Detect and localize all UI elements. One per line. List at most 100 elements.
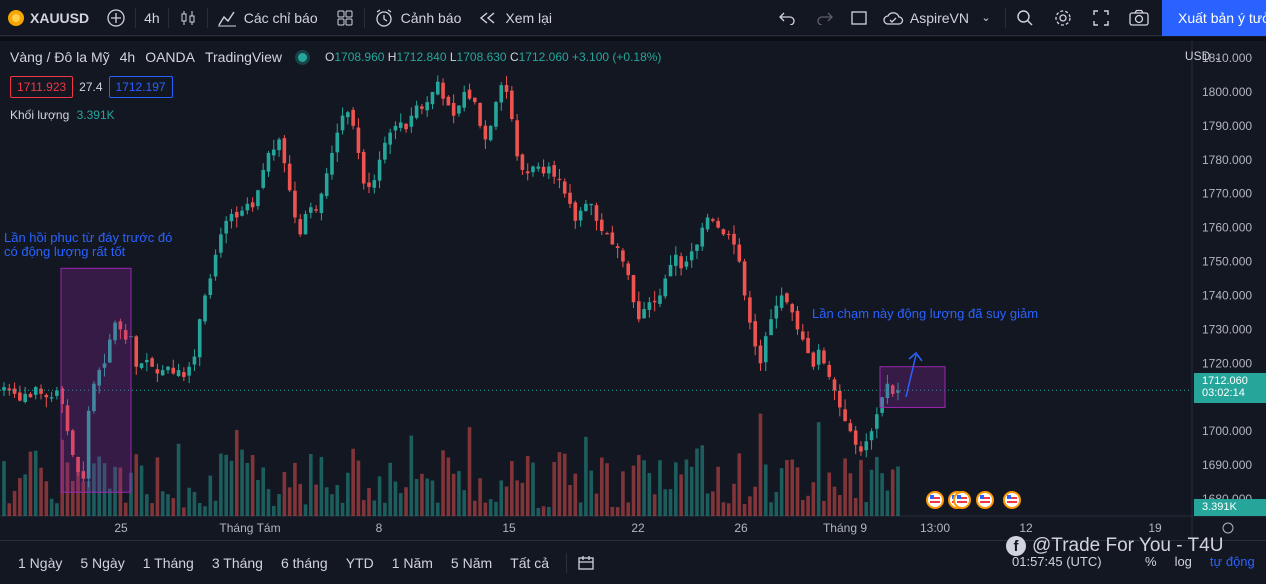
volume-bar xyxy=(483,502,488,516)
candle-body xyxy=(435,81,440,95)
highlight-zone xyxy=(60,267,132,493)
currency-selector[interactable]: USD ⌄ xyxy=(1185,49,1222,63)
candle-body xyxy=(451,102,456,116)
cloud-icon xyxy=(882,7,904,29)
range-button[interactable]: 6 tháng xyxy=(280,554,328,571)
volume-bar xyxy=(65,462,70,516)
fullscreen-button[interactable] xyxy=(1082,0,1120,36)
auto-scale-button[interactable]: tự động xyxy=(1209,554,1255,569)
volume-bar xyxy=(18,478,22,516)
volume-bar xyxy=(520,482,525,516)
volume-bar xyxy=(499,480,504,516)
top-toolbar: XAUUSD 4h Các chỉ báo Cảnh báo Xem l xyxy=(0,0,1266,36)
volume-bar xyxy=(827,472,832,516)
replay-button[interactable]: Xem lại xyxy=(469,0,560,36)
candle-body xyxy=(615,246,620,248)
redo-button[interactable] xyxy=(806,0,844,36)
volume-bar xyxy=(800,499,805,516)
log-scale-button[interactable]: log xyxy=(1174,554,1192,569)
undo-button[interactable] xyxy=(768,0,806,36)
candle-body xyxy=(414,105,419,118)
settings-button[interactable] xyxy=(1044,0,1082,36)
current-price: 1712.060 xyxy=(1202,375,1248,387)
layout-menu-button[interactable]: AspireVN ⌄ xyxy=(874,0,1005,36)
volume-bar xyxy=(689,466,694,516)
compare-button[interactable] xyxy=(97,0,135,36)
candle-body xyxy=(790,304,795,313)
volume-bar xyxy=(880,473,884,516)
fullscreen-select-button[interactable] xyxy=(844,0,874,36)
buy-price-button[interactable]: 1712.197 xyxy=(108,76,173,98)
candle-body xyxy=(732,233,736,245)
instrument-title: Vàng / Đô la Mỹ xyxy=(10,49,110,65)
search-button[interactable] xyxy=(1006,0,1044,36)
range-buttons: 1 Ngày 5 Ngày 1 Tháng 3 Tháng 6 tháng YTD 1 Nă… xyxy=(0,555,558,571)
publish-idea-button[interactable]: Xuất bản ý tưởng xyxy=(1162,0,1266,36)
candle-body xyxy=(219,234,223,253)
candle-body xyxy=(102,363,107,368)
candle-body xyxy=(832,379,837,391)
candle-body xyxy=(39,388,43,394)
volume-bar xyxy=(763,464,768,516)
volume-bar xyxy=(356,460,361,516)
templates-button[interactable] xyxy=(326,0,364,36)
snapshot-button[interactable] xyxy=(1120,0,1158,36)
volume-bar xyxy=(271,505,276,516)
indicators-button[interactable]: Các chỉ báo xyxy=(208,0,326,36)
volume-bar xyxy=(277,494,281,516)
candle-body xyxy=(166,366,170,371)
range-button[interactable]: 5 Năm xyxy=(450,554,493,571)
candle-body xyxy=(361,151,366,184)
volume-bar xyxy=(351,448,355,516)
candle-body xyxy=(55,390,59,396)
alerts-button[interactable]: Cảnh báo xyxy=(365,0,470,36)
range-button[interactable]: 1 Tháng xyxy=(142,554,194,571)
annotation-right[interactable]: Lần chạm này động lượng đã suy giảm xyxy=(812,306,1039,321)
symbol-search-button[interactable]: XAUUSD xyxy=(0,0,97,36)
sell-price-button[interactable]: 1711.923 xyxy=(10,76,74,98)
chart-type-button[interactable] xyxy=(169,0,207,36)
candle-body xyxy=(753,321,757,347)
range-button[interactable]: YTD xyxy=(345,554,374,571)
annotation-left-line1[interactable]: Lần hồi phục từ đáy trước đó xyxy=(4,230,173,245)
volume-bar xyxy=(367,487,371,516)
candle-body xyxy=(446,96,451,106)
candle-body xyxy=(176,370,181,377)
candle-body xyxy=(44,394,49,398)
volume-bar xyxy=(293,462,297,516)
spread-value: 27.4 xyxy=(79,80,103,94)
chart-area[interactable]: 1810.000 1800.000 1790.000 1780.000 1770.000… xyxy=(0,37,1266,540)
candle-body xyxy=(541,166,546,174)
volume-bar xyxy=(404,487,408,516)
range-button[interactable]: 1 Ngày xyxy=(18,554,63,571)
interval-button[interactable]: 4h xyxy=(136,0,168,36)
highlight-zone xyxy=(879,366,946,408)
candle-body xyxy=(700,227,705,247)
range-button[interactable]: 3 Tháng xyxy=(211,554,263,571)
volume-bar xyxy=(97,456,102,516)
watermark: f @Trade For You - T4U xyxy=(1006,535,1223,557)
utc-clock[interactable]: 01:57:45 (UTC) xyxy=(1012,554,1102,569)
economic-event-flag-icon xyxy=(953,491,971,509)
volume-bar xyxy=(435,502,440,516)
range-button[interactable]: 5 Ngày xyxy=(80,554,125,571)
candlestick-chart[interactable]: 1810.000 1800.000 1790.000 1780.000 1770.000… xyxy=(0,41,1266,540)
candle-body xyxy=(499,85,504,103)
currency-label: USD xyxy=(1184,49,1211,63)
annotation-left-line2[interactable]: có động lượng rất tốt xyxy=(4,244,126,259)
percent-scale-button[interactable]: % xyxy=(1145,554,1157,569)
volume-bar xyxy=(414,479,419,516)
volume-bar xyxy=(594,493,599,516)
candle-body xyxy=(377,159,382,181)
range-button[interactable]: 1 Năm xyxy=(391,554,433,571)
flag-canton xyxy=(1007,495,1011,499)
range-button[interactable]: Tất cả xyxy=(510,554,550,571)
chart-legend: Vàng / Đô la Mỹ 4h OANDA TradingView O17… xyxy=(10,49,661,65)
date-range-icon[interactable] xyxy=(575,552,597,574)
volume-bar xyxy=(203,506,207,516)
volume-bar xyxy=(208,475,213,516)
candle-body xyxy=(92,383,96,412)
alerts-label: Cảnh báo xyxy=(400,9,462,26)
candle-body xyxy=(155,369,160,374)
price-tick-label: 1690.000 xyxy=(1202,458,1252,472)
